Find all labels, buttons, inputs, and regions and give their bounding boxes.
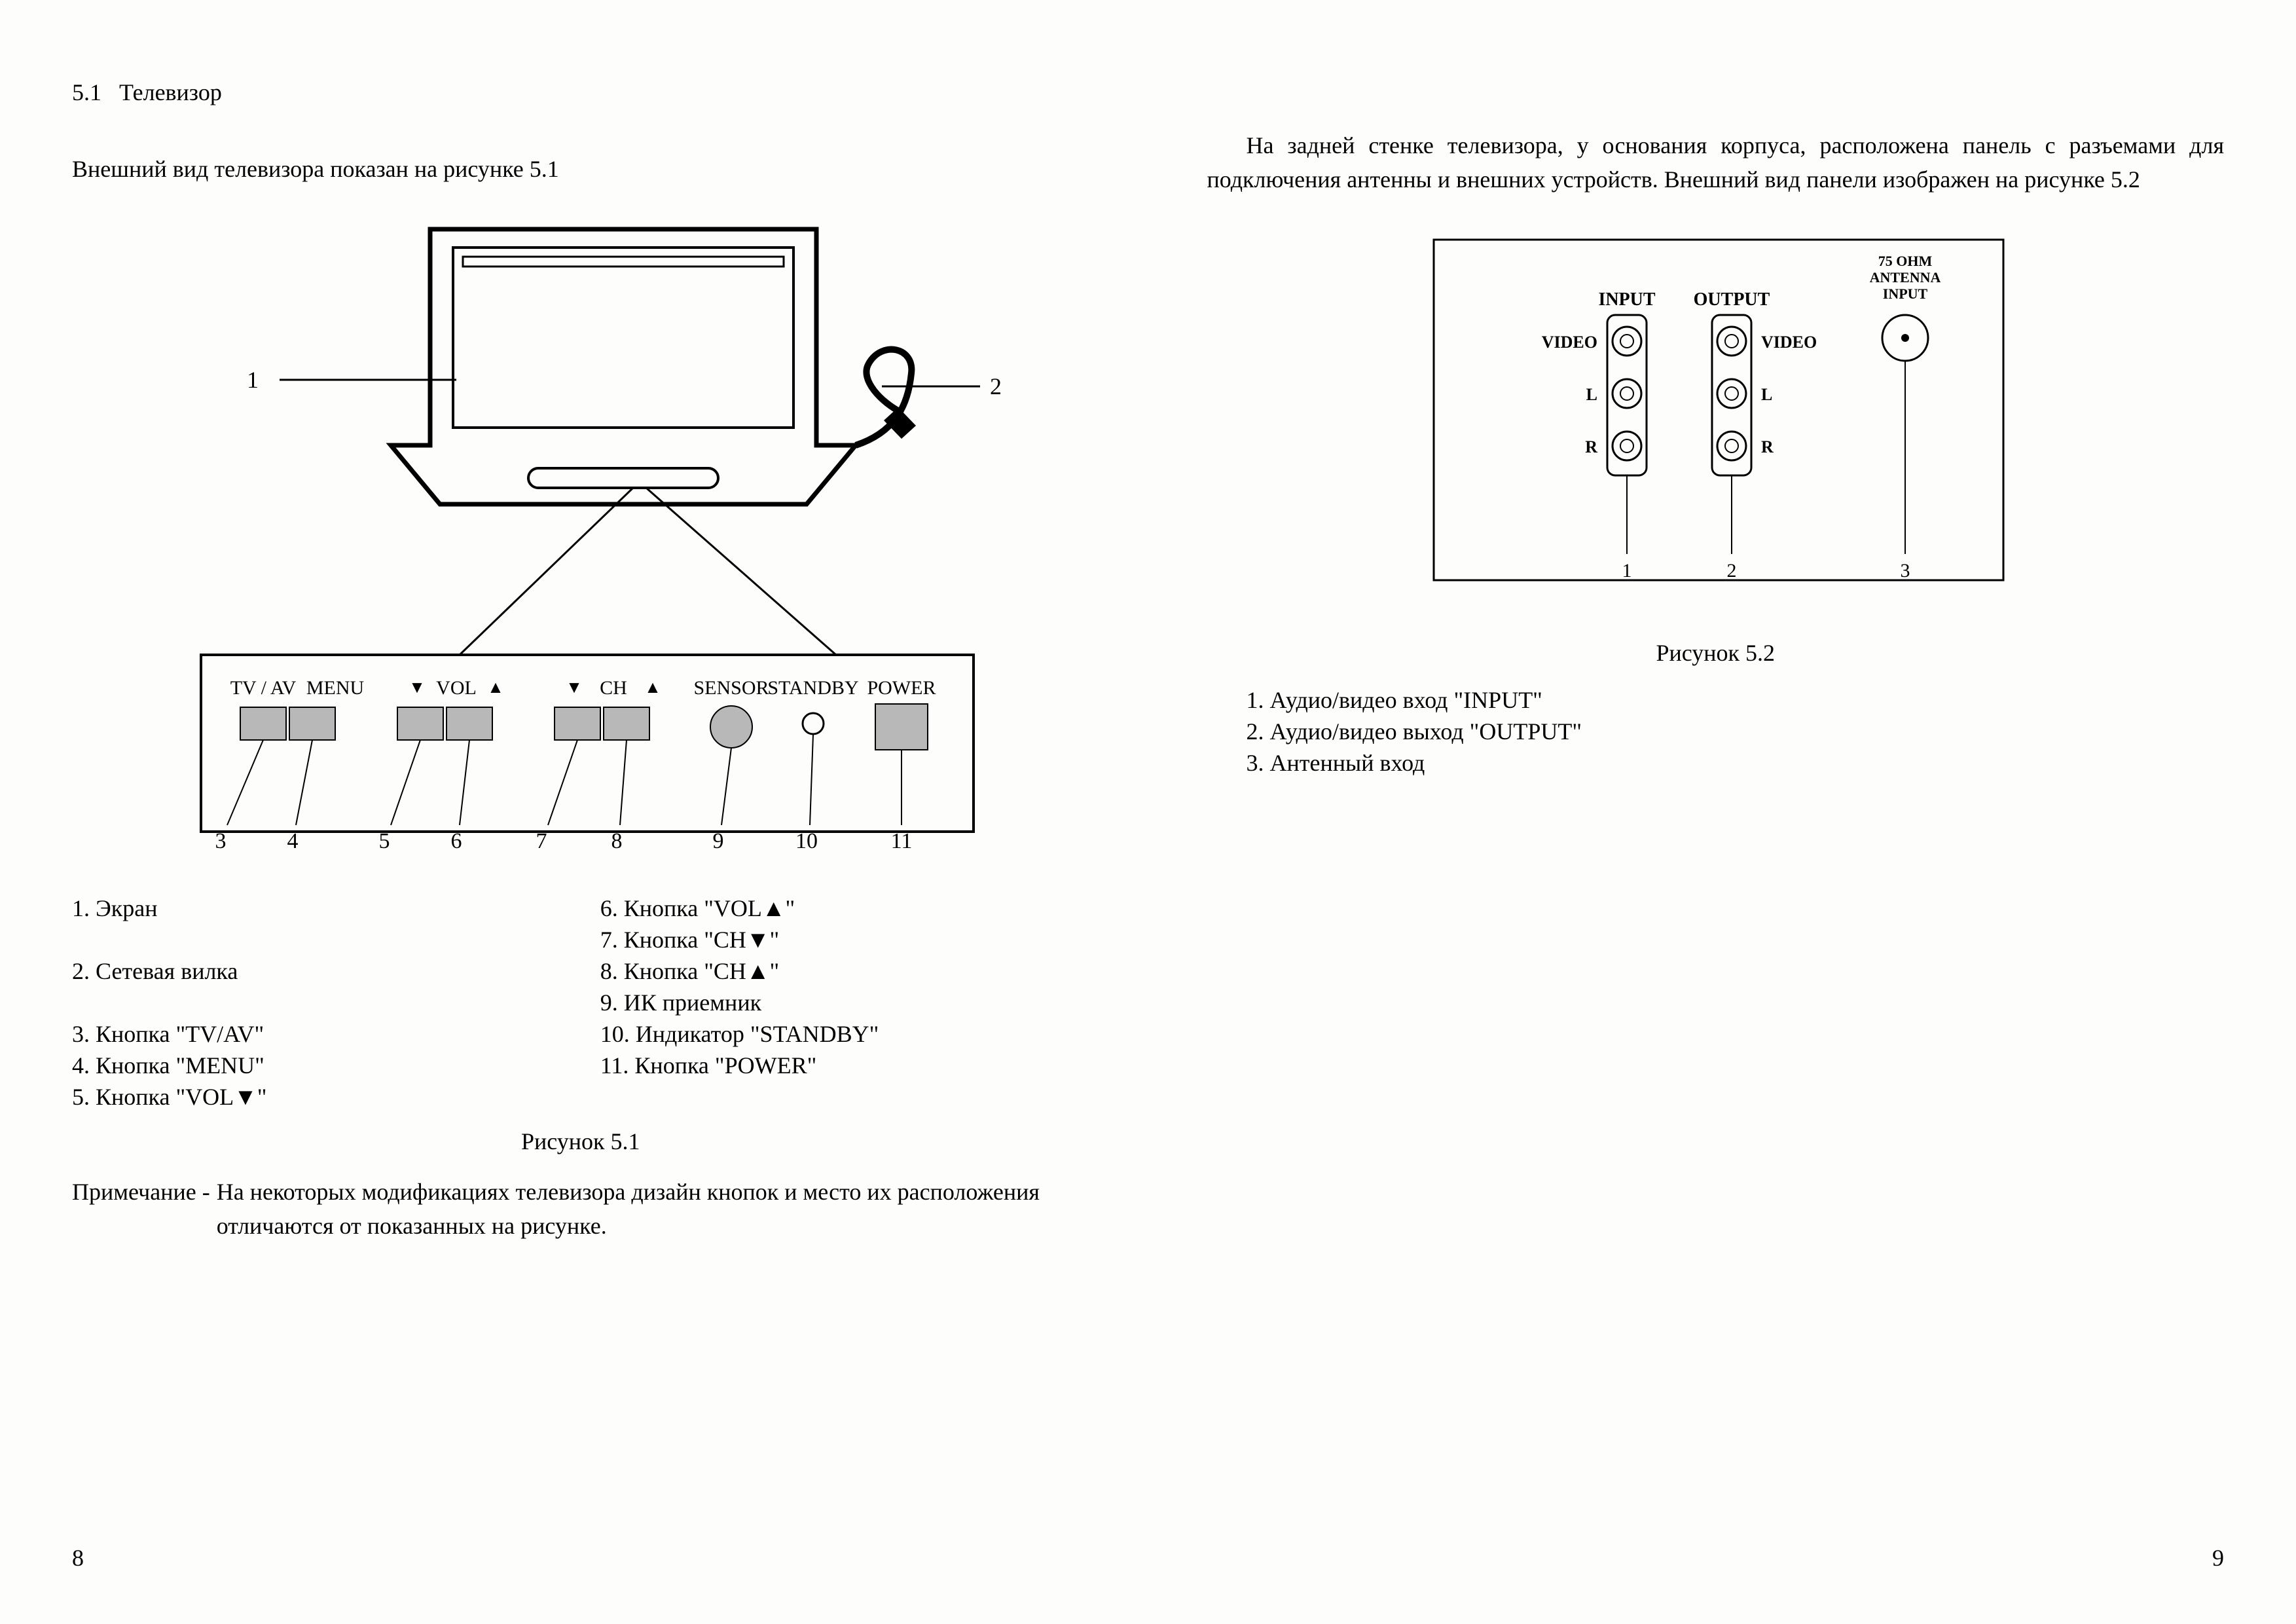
num-9: 9	[712, 829, 723, 853]
legend-item: 6. Кнопка "VOL▲"	[600, 895, 1089, 922]
legend-item: 5. Кнопка "VOL▼"	[72, 1083, 561, 1111]
label-power: POWER	[867, 677, 936, 699]
label-ch: CH	[600, 677, 627, 699]
section-heading: 5.1 Телевизор	[72, 79, 1089, 106]
section-title: Телевизор	[119, 79, 222, 105]
num-3: 3	[215, 829, 226, 853]
page-number-8: 8	[72, 1544, 84, 1572]
label-ant3: INPUT	[1883, 286, 1928, 302]
legend-item: 3. Антенный вход	[1247, 749, 2225, 777]
label-menu: MENU	[306, 677, 365, 699]
callout-2: 2	[990, 373, 1002, 399]
num-7: 7	[536, 829, 547, 853]
figure51-intro: Внешний вид телевизора показан на рисунк…	[72, 152, 1089, 186]
vol-down-icon: ▼	[409, 678, 426, 697]
label-sensor: SENSOR	[693, 677, 769, 699]
figure-5-1: 1 2 TV / AV MENU ▼ VOL ▲ ▼ CH ▲	[72, 210, 1089, 871]
page-spread: 5.1 Телевизор Внешний вид телевизора пок…	[0, 0, 2296, 1624]
panel-num-2: 2	[1727, 560, 1737, 581]
num-10: 10	[795, 829, 818, 853]
section-number: 5.1	[72, 79, 101, 105]
label-ant1: 75 OHM	[1878, 253, 1933, 269]
num-4: 4	[287, 829, 298, 853]
legend-item: 4. Кнопка "MENU"	[72, 1052, 561, 1079]
legend-item: 9. ИК приемник	[600, 989, 1089, 1016]
figure52-caption: Рисунок 5.2	[1207, 639, 2225, 667]
figure51-note: Примечание - На некоторых модификациях т…	[72, 1175, 1089, 1243]
label-video-l: VIDEO	[1542, 333, 1597, 352]
figure-5-2: INPUT OUTPUT VIDEO	[1207, 220, 2225, 626]
label-tvav: TV / AV	[230, 677, 296, 699]
page-8: 5.1 Телевизор Внешний вид телевизора пок…	[0, 0, 1148, 1624]
ch-down-icon: ▼	[566, 678, 583, 697]
page-9: На задней стенке телевизора, у основания…	[1148, 0, 2296, 1624]
num-11: 11	[890, 829, 912, 853]
legend-item: 11. Кнопка "POWER"	[600, 1052, 1089, 1079]
label-output: OUTPUT	[1694, 289, 1770, 310]
legend-item: 2. Сетевая вилка	[72, 957, 561, 985]
legend-item: 1. Аудио/видео вход "INPUT"	[1247, 686, 2225, 714]
ch-up-icon: ▲	[644, 678, 661, 697]
figure52-intro: На задней стенке телевизора, у основания…	[1207, 128, 2225, 196]
legend-col-right: 6. Кнопка "VOL▲" 7. Кнопка "CH▼" 8. Кноп…	[600, 891, 1089, 1115]
figure51-legend: 1. Экран 2. Сетевая вилка 3. Кнопка "TV/…	[72, 891, 1089, 1115]
legend-item: 2. Аудио/видео выход "OUTPUT"	[1247, 718, 2225, 745]
label-r-l: R	[1585, 437, 1597, 456]
label-r-r: R	[1761, 437, 1774, 456]
legend-item: 7. Кнопка "CH▼"	[600, 926, 1089, 953]
note-label: Примечание -	[72, 1175, 210, 1243]
figure51-caption: Рисунок 5.1	[72, 1128, 1089, 1155]
label-ant2: ANTENNA	[1870, 269, 1941, 286]
num-8: 8	[611, 829, 622, 853]
legend-col-left: 1. Экран 2. Сетевая вилка 3. Кнопка "TV/…	[72, 891, 561, 1115]
note-body: На некоторых модификациях телевизора диз…	[217, 1175, 1089, 1243]
rear-panel-diagram: INPUT OUTPUT VIDEO	[1355, 220, 2075, 626]
figure52-legend: 1. Аудио/видео вход "INPUT" 2. Аудио/вид…	[1207, 686, 2225, 777]
vol-up-icon: ▲	[487, 678, 504, 697]
panel-num-1: 1	[1622, 560, 1632, 581]
legend-item: 1. Экран	[72, 895, 561, 922]
legend-item: 3. Кнопка "TV/AV"	[72, 1020, 561, 1048]
num-5: 5	[378, 829, 390, 853]
label-standby: STANDBY	[767, 677, 858, 699]
legend-item: 8. Кнопка "CH▲"	[600, 957, 1089, 985]
page-number-9: 9	[2212, 1544, 2224, 1572]
tv-diagram: 1 2 TV / AV MENU ▼ VOL ▲ ▼ CH ▲	[149, 210, 1013, 871]
label-l-r: L	[1761, 385, 1772, 404]
num-6: 6	[450, 829, 462, 853]
label-input: INPUT	[1599, 289, 1656, 310]
label-video-r: VIDEO	[1761, 333, 1817, 352]
legend-item: 10. Индикатор "STANDBY"	[600, 1020, 1089, 1048]
label-vol: VOL	[436, 677, 477, 699]
callout-1: 1	[247, 367, 259, 393]
panel-num-3: 3	[1901, 560, 1910, 581]
label-l-l: L	[1586, 385, 1597, 404]
